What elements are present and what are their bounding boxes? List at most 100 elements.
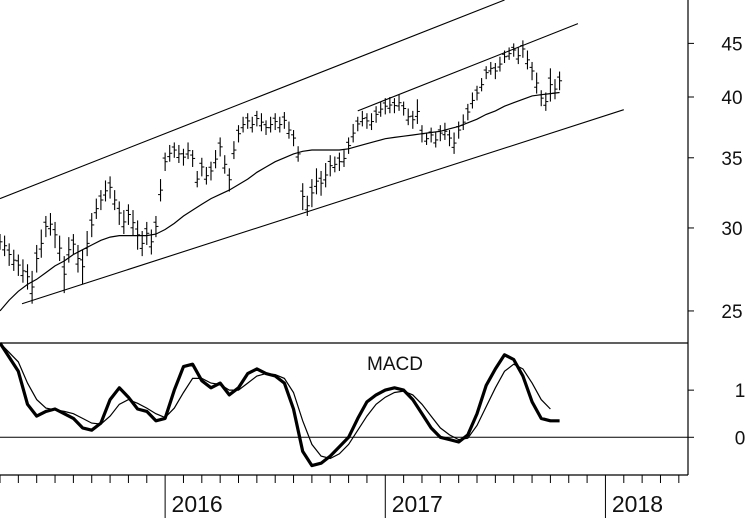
price-bar bbox=[139, 230, 145, 257]
price-y-tick-label: 45 bbox=[721, 34, 742, 55]
price-bar bbox=[75, 244, 81, 273]
price-bar bbox=[213, 150, 219, 169]
price-bar bbox=[0, 234, 3, 250]
price-bar bbox=[469, 92, 475, 109]
price-bar bbox=[130, 210, 136, 236]
price-bar bbox=[538, 90, 544, 107]
price-bar bbox=[6, 243, 12, 266]
price-bar bbox=[442, 122, 448, 140]
macd-line bbox=[0, 342, 560, 468]
price-bar bbox=[474, 85, 480, 101]
price-bar bbox=[102, 180, 108, 202]
price-bar bbox=[66, 237, 72, 263]
price-bar bbox=[382, 98, 388, 115]
macd-signal-line bbox=[0, 342, 551, 460]
macd-panel: MACD 01 bbox=[0, 342, 745, 468]
price-bar bbox=[511, 43, 517, 57]
macd-y-axis: 01 bbox=[688, 381, 745, 449]
price-bar bbox=[29, 270, 35, 304]
price-bar bbox=[258, 113, 264, 132]
price-bar bbox=[433, 132, 439, 148]
price-bar bbox=[350, 123, 356, 143]
price-bar bbox=[217, 137, 223, 157]
price-bar bbox=[226, 168, 232, 192]
price-bar bbox=[318, 170, 324, 196]
price-bar bbox=[483, 66, 489, 80]
price-bar bbox=[199, 157, 205, 177]
price-bar bbox=[57, 235, 63, 261]
price-bar bbox=[2, 235, 8, 257]
price-bar bbox=[98, 190, 104, 211]
price-bar bbox=[291, 130, 297, 147]
price-bar bbox=[84, 230, 90, 257]
trendline bbox=[357, 23, 579, 112]
price-bar bbox=[428, 127, 434, 143]
macd-y-tick-label: 1 bbox=[735, 381, 746, 402]
price-y-tick-label: 25 bbox=[721, 302, 742, 323]
price-bar bbox=[148, 229, 154, 255]
price-bar bbox=[313, 168, 319, 195]
year-label: 2017 bbox=[392, 491, 443, 517]
macd-title: MACD bbox=[367, 354, 423, 375]
price-bar bbox=[93, 198, 99, 219]
price-bar bbox=[488, 61, 494, 75]
price-bar bbox=[263, 120, 269, 135]
price-bar bbox=[203, 166, 209, 185]
price-bar bbox=[373, 106, 379, 123]
price-bar bbox=[190, 150, 196, 167]
price-bar bbox=[89, 213, 95, 238]
price-bar bbox=[61, 256, 67, 294]
price-bar bbox=[80, 249, 86, 285]
trendline bbox=[0, 0, 505, 200]
price-bar bbox=[355, 116, 361, 132]
price-bar bbox=[309, 179, 315, 208]
price-bar bbox=[254, 110, 260, 127]
price-bar bbox=[419, 125, 425, 143]
price-bar bbox=[25, 264, 31, 290]
moving-average-line bbox=[0, 91, 560, 312]
price-y-tick-label: 40 bbox=[721, 88, 742, 109]
price-bar bbox=[529, 61, 535, 81]
price-bar bbox=[410, 110, 416, 129]
price-bar bbox=[378, 101, 384, 117]
price-bar bbox=[369, 113, 375, 131]
price-bar bbox=[15, 254, 21, 276]
price-bar bbox=[107, 176, 113, 199]
price-bar bbox=[70, 234, 76, 255]
price-bar bbox=[515, 47, 521, 65]
price-bar bbox=[534, 72, 540, 94]
price-bar bbox=[552, 79, 558, 100]
price-bar bbox=[231, 141, 237, 160]
time-axis: 2016 2017 2018 bbox=[0, 475, 680, 518]
price-bar bbox=[236, 125, 242, 143]
price-bar bbox=[286, 121, 292, 139]
price-bar bbox=[11, 249, 17, 271]
price-bar bbox=[52, 221, 58, 249]
year-label: 2018 bbox=[612, 491, 663, 517]
price-bar bbox=[20, 259, 26, 283]
price-bar bbox=[506, 47, 512, 60]
price-bar bbox=[446, 130, 452, 147]
price-bar bbox=[112, 190, 118, 211]
price-bar bbox=[47, 213, 53, 236]
year-label: 2016 bbox=[172, 491, 223, 517]
price-bar bbox=[451, 132, 457, 154]
price-bar bbox=[121, 210, 127, 235]
price-bar bbox=[194, 170, 200, 188]
price-bar bbox=[34, 244, 40, 273]
price-bar bbox=[341, 150, 347, 167]
price-bar bbox=[153, 215, 159, 238]
price-bar bbox=[557, 71, 563, 91]
price-bar bbox=[43, 215, 49, 238]
price-bar bbox=[185, 142, 191, 160]
price-bar bbox=[300, 183, 306, 211]
price-bar bbox=[327, 155, 333, 177]
price-bar bbox=[176, 144, 182, 164]
price-bar bbox=[364, 113, 370, 129]
price-bar bbox=[424, 132, 430, 145]
price-bar bbox=[387, 96, 393, 114]
price-bar bbox=[277, 116, 283, 133]
macd-y-tick-label: 0 bbox=[735, 428, 746, 449]
price-bar bbox=[524, 50, 530, 70]
